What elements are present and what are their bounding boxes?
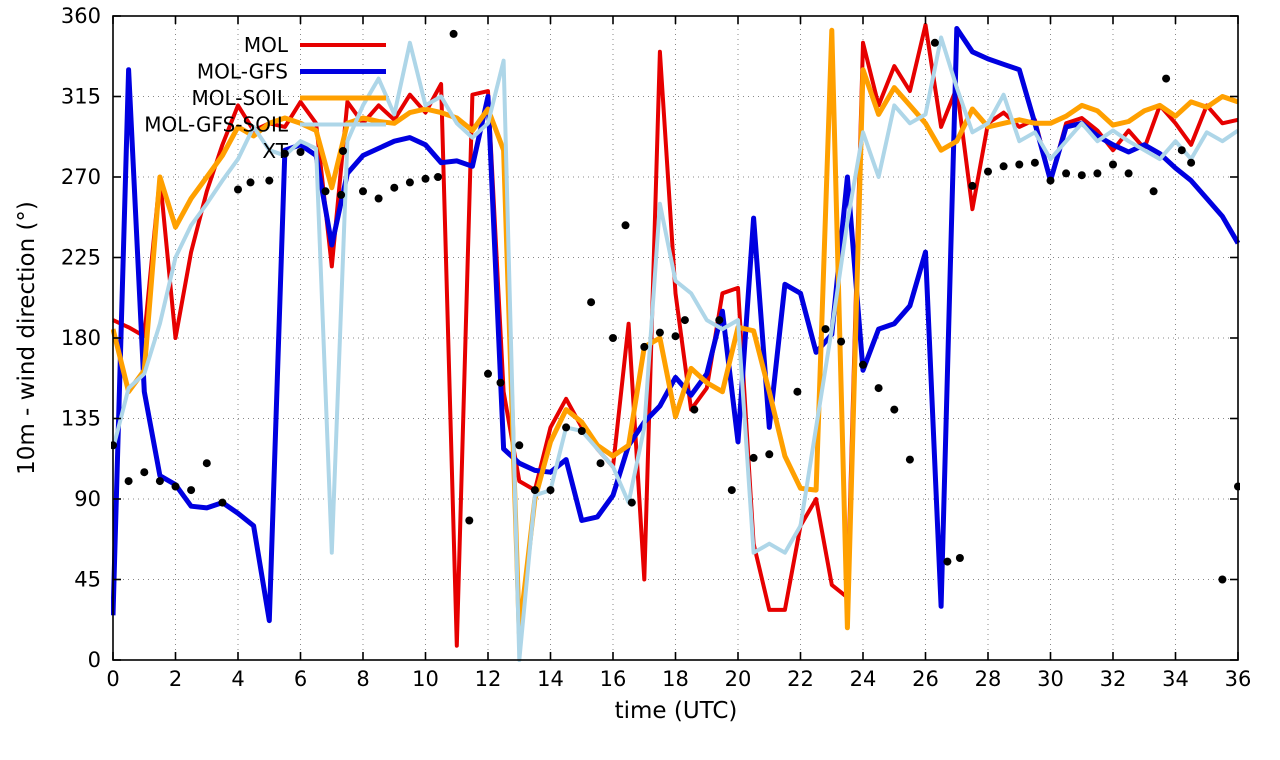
legend-label-MOL-GFS-SOIL: MOL-GFS-SOIL [144, 113, 289, 137]
legend-label-MOL: MOL [244, 33, 289, 57]
series-line-MOL-GFS-SOIL [111, 35, 1240, 662]
svg-text:2: 2 [169, 667, 182, 691]
svg-text:90: 90 [74, 487, 101, 511]
svg-text:20: 20 [725, 667, 752, 691]
svg-text:270: 270 [61, 165, 101, 189]
legend-label-MOL-GFS: MOL-GFS [197, 60, 288, 84]
svg-text:14: 14 [537, 667, 564, 691]
svg-text:6: 6 [294, 667, 307, 691]
svg-text:30: 30 [1037, 667, 1064, 691]
svg-text:0: 0 [88, 648, 101, 672]
svg-text:360: 360 [61, 4, 101, 28]
svg-text:4: 4 [231, 667, 244, 691]
axes [112, 15, 1239, 661]
tick-labels: 0 2 4 6 8 10 12 14 16 18 20 22 24 26 28 30 32 34 360459013… [61, 4, 1251, 691]
svg-text:32: 32 [1100, 667, 1127, 691]
svg-text:0: 0 [106, 667, 119, 691]
y-axis-label: 10m - wind direction (°) [14, 201, 40, 475]
svg-text:34: 34 [1162, 667, 1189, 691]
legend-sample-XT [339, 147, 347, 155]
svg-text:36: 36 [1225, 667, 1252, 691]
legend-label-MOL-SOIL: MOL-SOIL [192, 86, 289, 110]
x-axis-label: time (UTC) [614, 698, 738, 724]
svg-text:16: 16 [600, 667, 627, 691]
svg-text:10: 10 [412, 667, 439, 691]
svg-text:225: 225 [61, 246, 101, 270]
legend-label-XT: XT [262, 139, 288, 163]
svg-text:22: 22 [787, 667, 814, 691]
svg-text:8: 8 [356, 667, 369, 691]
svg-text:45: 45 [74, 568, 101, 592]
svg-text:18: 18 [662, 667, 689, 691]
svg-text:28: 28 [975, 667, 1002, 691]
svg-text:24: 24 [850, 667, 877, 691]
svg-text:12: 12 [475, 667, 502, 691]
svg-text:26: 26 [912, 667, 939, 691]
series-points-XT [111, 29, 1240, 584]
svg-text:315: 315 [61, 85, 101, 109]
svg-text:180: 180 [61, 326, 101, 350]
svg-text:135: 135 [61, 407, 101, 431]
